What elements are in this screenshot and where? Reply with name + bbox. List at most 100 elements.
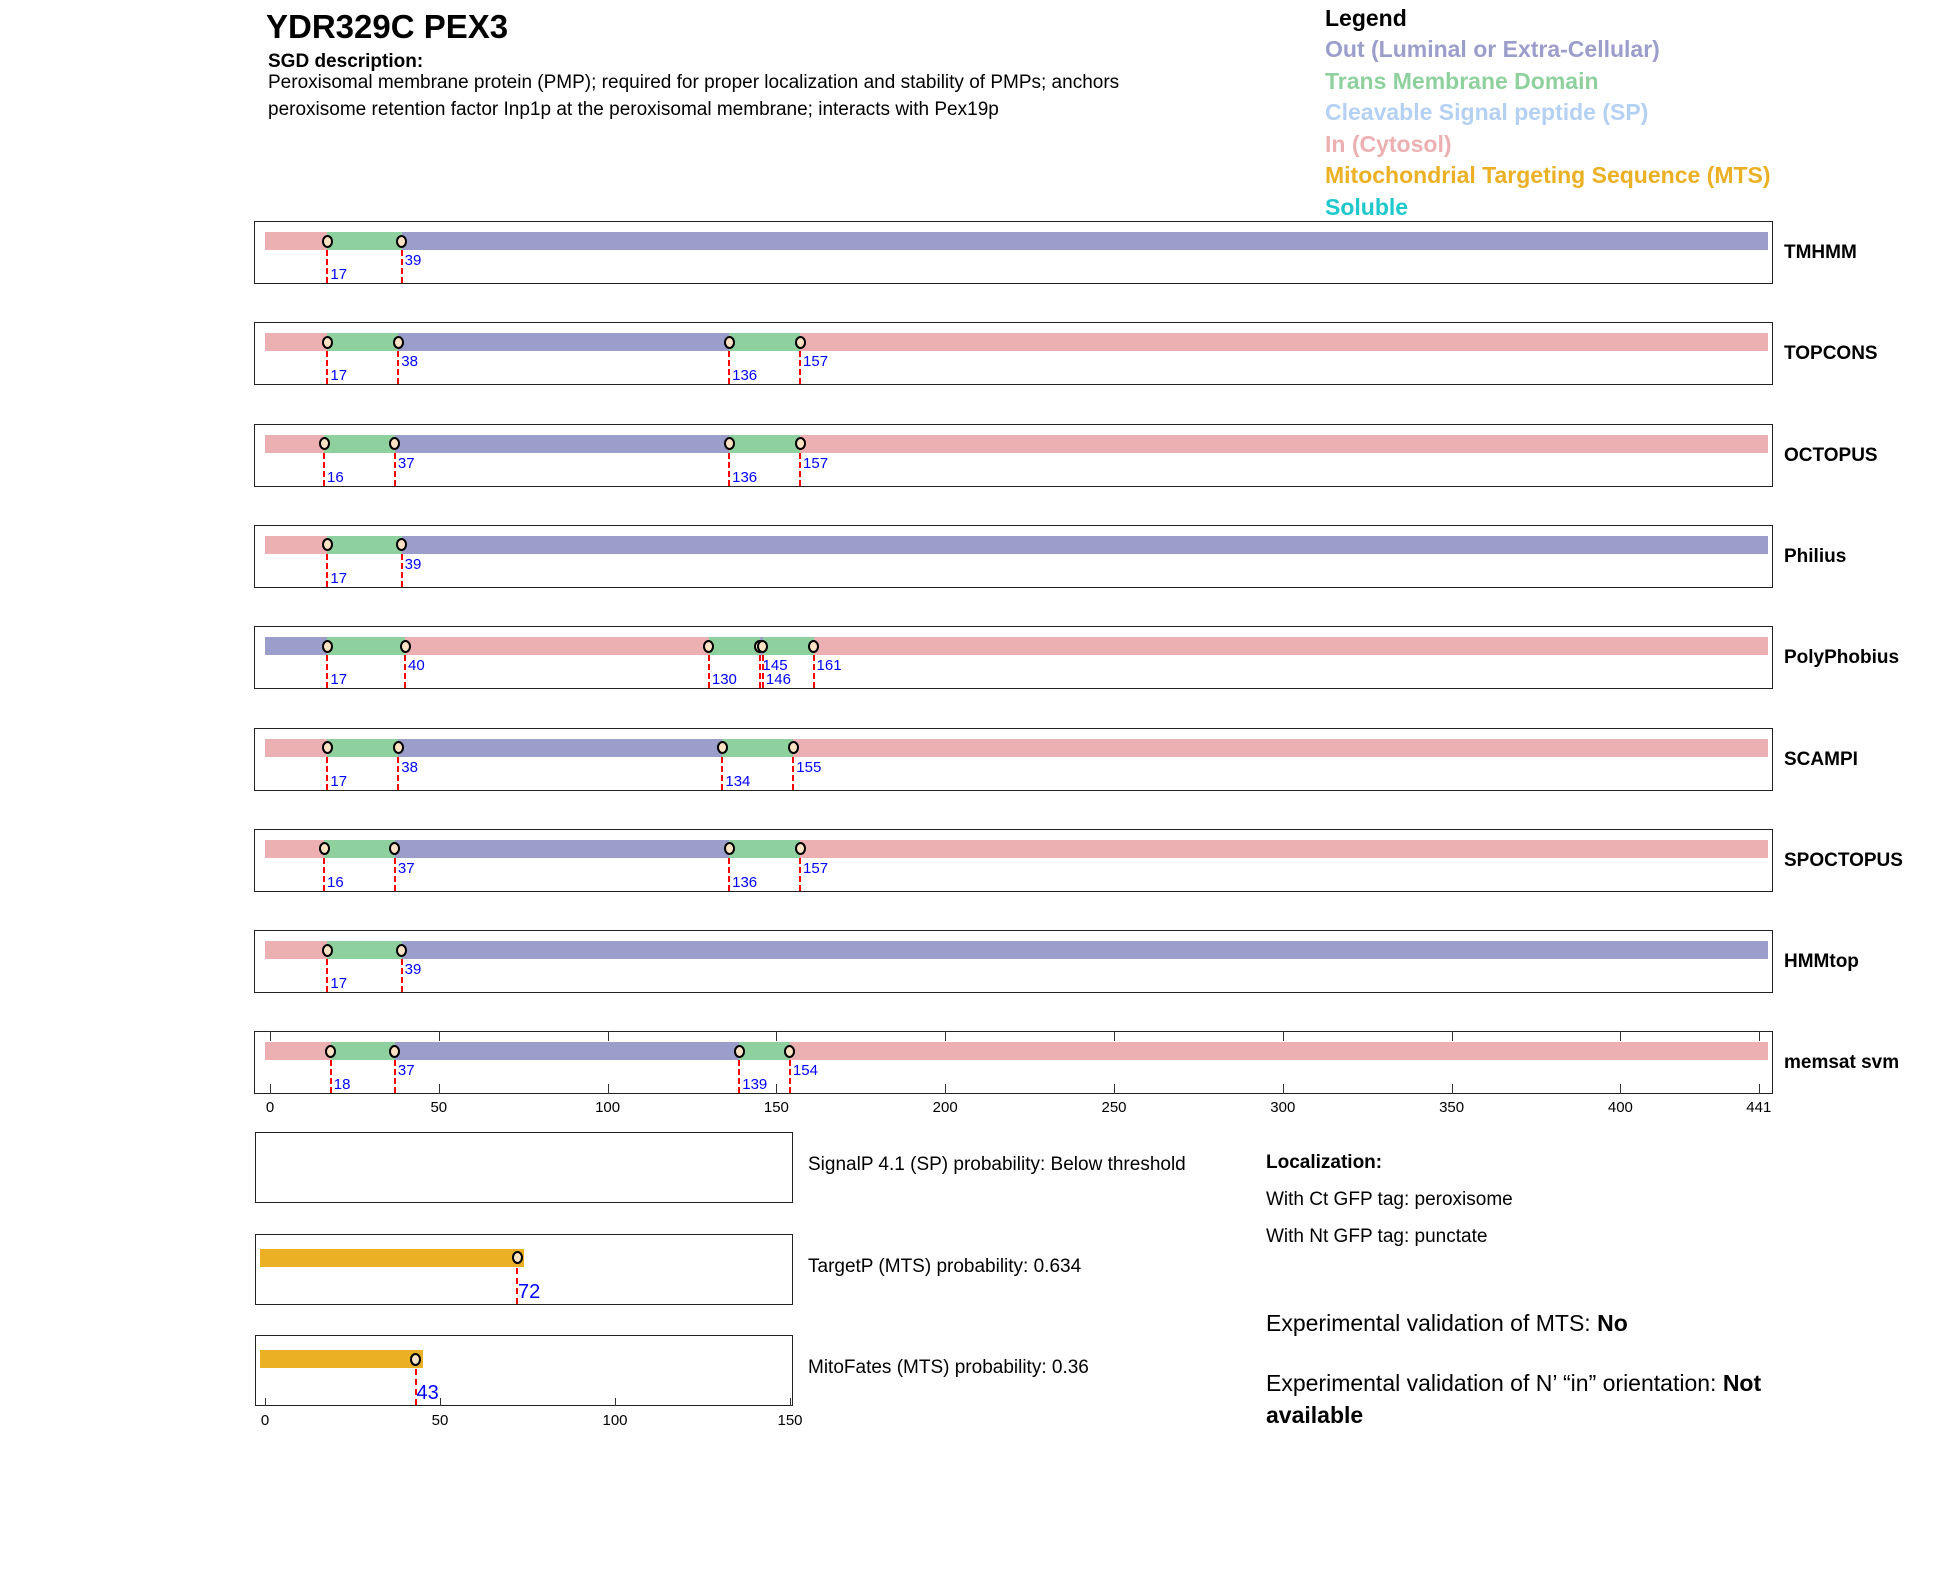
boundary-label: 155 — [796, 758, 822, 776]
boundary-line — [728, 443, 731, 486]
boundary-label: 18 — [333, 1076, 351, 1094]
legend-item: Cleavable Signal peptide (SP) — [1325, 99, 1649, 126]
segment-out — [394, 839, 730, 858]
boundary-line — [326, 646, 329, 689]
predictor-label: Philius — [1784, 545, 1847, 567]
track-box — [254, 322, 1773, 386]
axis-tick-label: 100 — [595, 1099, 621, 1117]
boundary-marker — [808, 639, 820, 653]
segment-tm — [327, 941, 402, 960]
axis-tick — [1451, 1031, 1453, 1042]
boundary-marker — [325, 1044, 337, 1058]
boundary-label: 136 — [732, 367, 758, 385]
boundary-marker — [321, 943, 333, 957]
boundary-label: 17 — [330, 772, 348, 790]
segment-tm — [739, 1042, 790, 1061]
boundary-label: 145 — [762, 657, 788, 675]
segment-tm — [762, 637, 814, 656]
track-box — [254, 1031, 1773, 1095]
boundary-label: 17 — [330, 569, 348, 587]
targeting-box — [255, 1335, 793, 1406]
track-box — [254, 828, 1773, 892]
orientation-validation-label: Experimental validation of N’ “in” orien… — [1266, 1370, 1723, 1396]
axis-tick-label: 350 — [1439, 1099, 1465, 1117]
page-title: YDR329C PEX3 — [266, 8, 509, 45]
segment-tm — [327, 637, 406, 656]
boundary-marker — [318, 437, 330, 451]
sgd-heading: SGD description: — [268, 51, 424, 72]
predictor-label: HMMtop — [1784, 951, 1859, 973]
track-box — [254, 423, 1773, 487]
boundary-line — [393, 1051, 396, 1094]
mts-bar — [260, 1350, 423, 1368]
predictor-label: PolyPhobius — [1784, 647, 1900, 669]
boundary-line — [400, 950, 403, 993]
boundary-line — [799, 443, 802, 486]
segment-tm — [708, 637, 760, 656]
axis-tick-label: 250 — [1101, 1099, 1127, 1117]
segment-tm — [729, 839, 801, 858]
boundary-line — [326, 342, 329, 385]
boundary-line — [326, 544, 329, 587]
track-box — [254, 626, 1773, 690]
axis-tick — [945, 1031, 947, 1042]
axis-tick-label: 200 — [932, 1099, 958, 1117]
boundary-label: 157 — [803, 859, 829, 877]
track-box — [254, 524, 1773, 588]
axis-tick-label: 150 — [763, 1099, 789, 1117]
boundary-line — [812, 646, 815, 689]
segment-in — [265, 738, 328, 757]
boundary-label: 157 — [803, 454, 829, 472]
segment-out — [398, 738, 723, 757]
boundary-marker — [733, 1044, 745, 1058]
boundary-line — [761, 646, 764, 689]
predictor-label: OCTOPUS — [1784, 444, 1878, 466]
segment-in — [265, 1042, 331, 1061]
mts-bar — [260, 1248, 524, 1267]
boundary-line — [397, 747, 400, 790]
axis-tick — [607, 1084, 609, 1095]
axis-tick — [1620, 1084, 1622, 1095]
boundary-label: 43 — [416, 1382, 439, 1404]
segment-tm — [729, 333, 801, 352]
axis-tick — [265, 1398, 266, 1406]
boundary-line — [414, 1359, 417, 1405]
orientation-validation-value-cont: available — [1266, 1402, 1364, 1428]
boundary-label: 16 — [327, 468, 344, 486]
boundary-line — [326, 950, 329, 993]
segment-out — [398, 333, 730, 352]
boundary-line — [323, 443, 326, 486]
localization-heading: Localization: — [1266, 1152, 1383, 1173]
legend-title: Legend — [1325, 5, 1407, 31]
boundary-marker — [757, 639, 769, 653]
axis-tick-label: 50 — [430, 1099, 448, 1117]
axis-tick — [1620, 1031, 1622, 1042]
boundary-label: 136 — [732, 873, 758, 891]
axis-tick — [776, 1084, 778, 1095]
boundary-label: 134 — [725, 772, 751, 790]
predictor-label: TMHMM — [1784, 242, 1857, 263]
boundary-marker — [723, 842, 735, 856]
segment-out — [401, 535, 1768, 554]
segment-tm — [327, 333, 399, 352]
boundary-label: 17 — [330, 671, 348, 689]
axis-tick-label: 300 — [1270, 1099, 1296, 1117]
segment-in — [265, 333, 328, 352]
boundary-line — [728, 342, 731, 385]
boundary-marker — [321, 639, 333, 653]
axis-tick-label: 400 — [1607, 1099, 1633, 1117]
boundary-line — [758, 646, 761, 689]
sgd-description-line: peroxisome retention factor Inp1p at the… — [268, 99, 999, 120]
boundary-marker — [716, 741, 728, 754]
axis-tick — [615, 1398, 616, 1406]
boundary-line — [393, 848, 396, 891]
boundary-label: 37 — [397, 454, 415, 472]
segment-out — [401, 941, 1768, 960]
targeting-text: TargetP (MTS) probability: 0.634 — [808, 1255, 1082, 1277]
segment-in — [800, 434, 1768, 453]
segment-out — [394, 434, 730, 453]
boundary-line — [707, 646, 710, 689]
axis-tick — [1758, 1031, 1760, 1042]
segment-out — [394, 1042, 740, 1061]
boundary-line — [728, 848, 731, 891]
